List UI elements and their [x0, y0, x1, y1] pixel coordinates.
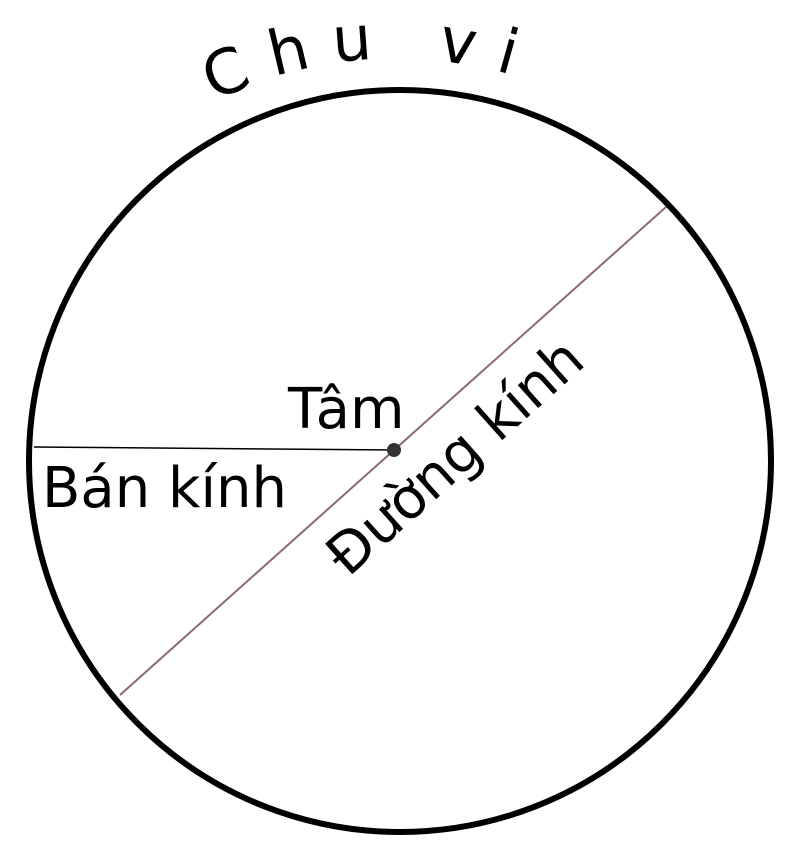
diameter-label: Đường kính — [314, 326, 597, 588]
circumference-label: Chu vi — [191, 0, 547, 115]
center-point — [387, 443, 401, 457]
radius-label: Bán kính — [42, 456, 287, 521]
radius-line — [33, 446, 395, 451]
center-label: Tâm — [287, 377, 405, 442]
circumference-label-text: Chu vi — [191, 0, 525, 115]
circle-outline — [26, 87, 774, 835]
